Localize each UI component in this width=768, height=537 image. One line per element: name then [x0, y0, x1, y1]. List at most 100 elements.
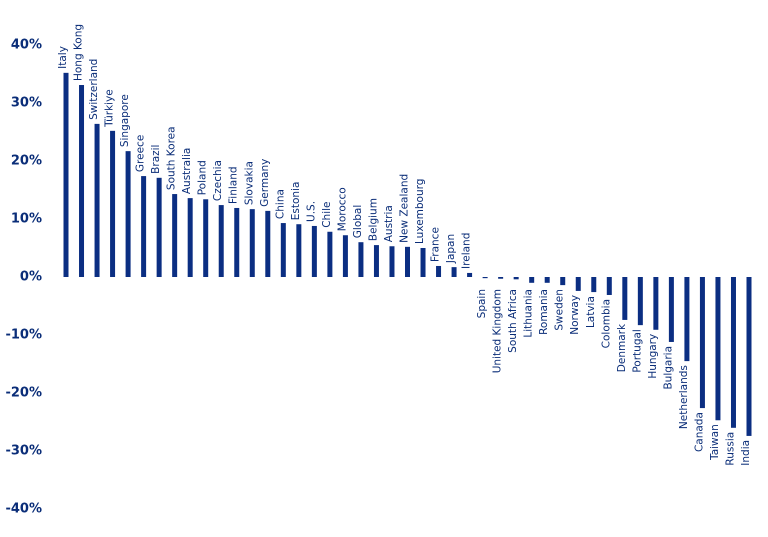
bar: [715, 277, 721, 421]
category-label: Australia: [181, 148, 193, 194]
bar: [327, 231, 333, 277]
bar: [482, 277, 488, 279]
category-label: Poland: [197, 160, 209, 195]
bar: [79, 85, 85, 278]
category-label: Sweden: [554, 289, 566, 331]
bar: [575, 277, 581, 291]
bar: [234, 207, 240, 277]
y-tick-label: 40%: [11, 38, 42, 53]
bar: [218, 205, 224, 277]
category-label: United Kingdom: [492, 289, 504, 373]
category-label: U.S.: [305, 201, 317, 222]
category-label: Canada: [693, 412, 705, 452]
category-label: Estonia: [290, 182, 302, 221]
category-label: Singapore: [119, 94, 131, 147]
bar: [187, 198, 193, 277]
bar: [544, 277, 550, 283]
bar: [606, 277, 612, 295]
bar: [358, 242, 364, 277]
y-tick-label: 0%: [20, 270, 42, 285]
bar: [560, 277, 566, 286]
bar: [653, 277, 659, 330]
bar: [125, 151, 131, 277]
bar: [311, 225, 317, 277]
bar: [622, 277, 628, 320]
category-label: Lithuania: [523, 289, 535, 338]
category-label: Spain: [476, 289, 488, 318]
category-label: Global: [352, 205, 364, 239]
bar: [172, 194, 178, 277]
category-label: Romania: [538, 289, 550, 335]
bar: [342, 235, 348, 277]
bar: [637, 277, 643, 326]
bar: [498, 277, 504, 279]
y-tick-label: -30%: [5, 444, 42, 459]
bar: [668, 277, 674, 342]
bar: [513, 277, 519, 280]
category-label: Japan: [445, 234, 457, 264]
category-label: Chile: [321, 201, 333, 227]
y-tick-label: 30%: [11, 96, 42, 111]
category-label: Russia: [724, 432, 736, 466]
y-tick-label: -20%: [5, 386, 42, 401]
y-tick-label: -10%: [5, 328, 42, 343]
category-label: Greece: [135, 135, 147, 172]
bar: [451, 267, 457, 277]
bar: [746, 277, 752, 436]
bar: [684, 277, 690, 362]
bar: [467, 272, 473, 277]
category-label: India: [740, 440, 752, 466]
category-label: Latvia: [585, 296, 597, 328]
category-label: Ireland: [461, 233, 473, 269]
bar: [94, 123, 100, 277]
category-label: Switzerland: [88, 59, 100, 120]
bar: [529, 277, 535, 283]
bar: [280, 223, 286, 277]
bar: [373, 245, 379, 277]
category-label: Denmark: [616, 323, 628, 372]
category-label: Germany: [259, 159, 271, 207]
bar: [591, 277, 597, 293]
category-label: New Zealand: [399, 174, 411, 243]
bar: [730, 277, 736, 428]
bar: [420, 248, 426, 277]
bar: [156, 177, 162, 277]
category-label: South Africa: [507, 289, 519, 353]
y-tick-label: 20%: [11, 154, 42, 169]
category-label: Finland: [228, 166, 240, 204]
y-tick-label: 10%: [11, 212, 42, 227]
category-label: Türkiye: [104, 89, 116, 128]
y-tick-label: -40%: [5, 502, 42, 517]
bar: [110, 130, 116, 277]
bar: [203, 199, 209, 277]
category-label: Italy: [57, 46, 69, 69]
category-label: Hong Kong: [73, 24, 85, 81]
category-label: Morocco: [336, 187, 348, 231]
category-label: Bulgaria: [662, 346, 674, 390]
category-label: Luxembourg: [414, 179, 426, 244]
category-label: China: [274, 189, 286, 219]
category-label: South Korea: [166, 126, 178, 190]
category-label: Slovakia: [243, 161, 255, 205]
bar: [141, 176, 147, 277]
category-label: Norway: [569, 295, 581, 335]
bar: [436, 265, 442, 277]
bar: [699, 277, 705, 409]
bar: [249, 209, 255, 277]
bar: [405, 246, 410, 277]
category-label: Hungary: [647, 334, 659, 379]
category-label: Taiwan: [709, 424, 721, 461]
category-label: Belgium: [367, 198, 379, 241]
bar: [296, 224, 302, 277]
category-label: Brazil: [150, 145, 162, 174]
category-label: France: [430, 227, 442, 262]
bar: [389, 246, 395, 277]
category-label: Czechia: [212, 160, 224, 201]
category-label: Portugal: [631, 329, 643, 373]
bar: [265, 210, 271, 277]
category-label: Colombia: [600, 299, 612, 348]
category-label: Austria: [383, 205, 395, 242]
category-label: Netherlands: [678, 365, 690, 429]
bar: [63, 72, 69, 277]
